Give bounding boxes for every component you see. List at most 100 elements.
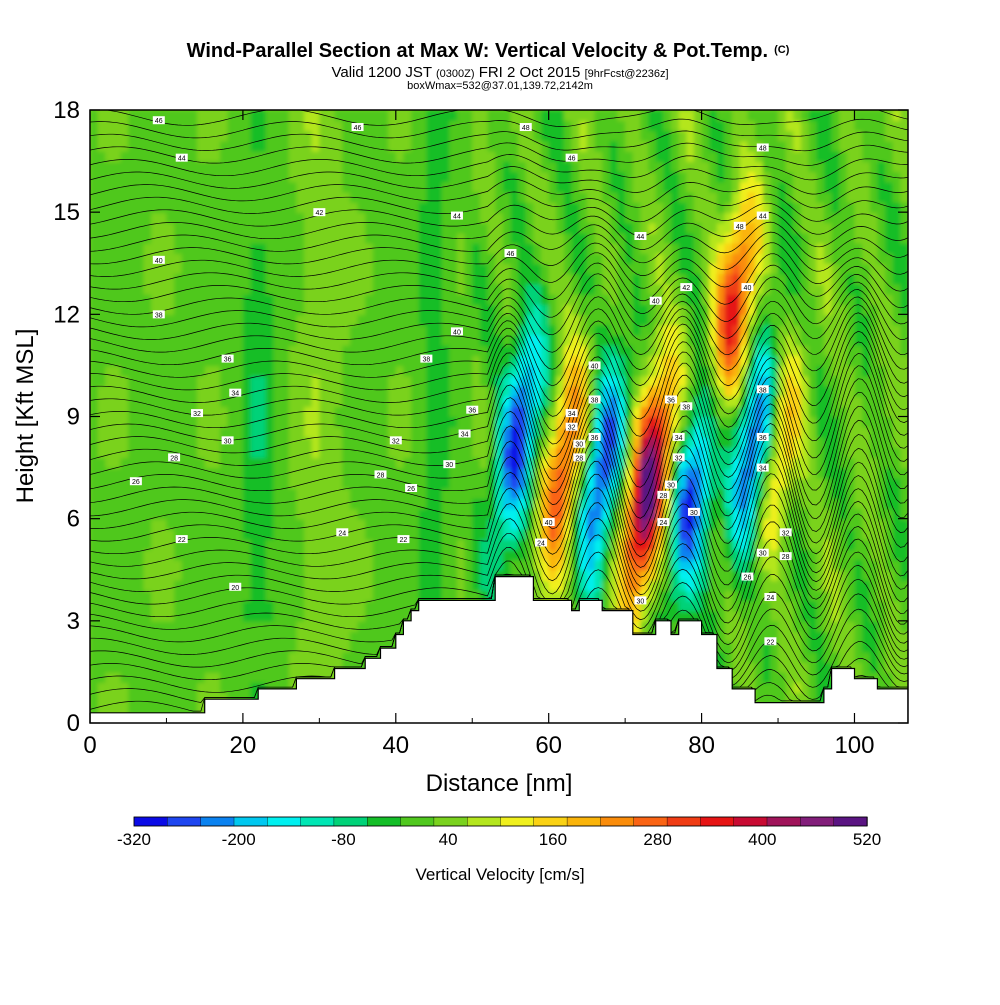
velocity-cell xyxy=(242,273,252,285)
velocity-cell xyxy=(235,283,244,295)
velocity-cell xyxy=(411,181,420,193)
velocity-cell xyxy=(357,549,366,561)
velocity-cell xyxy=(120,498,129,510)
velocity-cell xyxy=(166,304,175,316)
velocity-cell xyxy=(380,559,389,571)
velocity-cell xyxy=(128,293,137,305)
velocity-cell xyxy=(311,324,321,336)
velocity-cell xyxy=(97,467,106,479)
velocity-cell xyxy=(197,518,206,530)
velocity-cell xyxy=(693,467,703,479)
velocity-cell xyxy=(518,539,527,551)
velocity-cell xyxy=(197,651,206,663)
velocity-cell xyxy=(296,140,305,152)
velocity-cell xyxy=(128,580,137,591)
velocity-cell xyxy=(594,171,603,183)
velocity-cell xyxy=(342,324,351,336)
velocity-cell xyxy=(342,580,351,591)
velocity-cell xyxy=(357,345,366,356)
velocity-cell xyxy=(304,416,313,428)
velocity-cell xyxy=(434,396,443,408)
velocity-cell xyxy=(135,600,145,612)
velocity-cell xyxy=(716,396,726,408)
velocity-cell xyxy=(204,120,214,132)
velocity-cell xyxy=(495,355,504,367)
velocity-cell xyxy=(319,447,328,459)
velocity-cell xyxy=(242,324,252,336)
velocity-cell xyxy=(220,620,229,632)
velocity-cell xyxy=(395,150,405,162)
velocity-cell xyxy=(357,293,366,305)
velocity-cell xyxy=(265,304,275,316)
velocity-cell xyxy=(380,140,389,152)
velocity-cell xyxy=(357,406,366,418)
velocity-cell xyxy=(120,232,129,244)
velocity-cell xyxy=(380,610,389,622)
velocity-cell xyxy=(434,447,443,459)
velocity-cell xyxy=(487,447,496,459)
velocity-cell xyxy=(250,641,259,653)
velocity-cell xyxy=(487,488,496,499)
velocity-cell xyxy=(533,498,542,510)
velocity-cell xyxy=(518,508,527,520)
velocity-cell xyxy=(564,110,573,121)
velocity-cell xyxy=(166,488,175,499)
velocity-cell xyxy=(197,283,206,295)
velocity-cell xyxy=(686,334,695,346)
velocity-cell xyxy=(449,273,458,285)
velocity-cell xyxy=(541,467,550,479)
velocity-cell xyxy=(135,293,145,305)
velocity-cell xyxy=(701,447,710,459)
velocity-cell xyxy=(541,436,550,448)
velocity-cell xyxy=(556,375,565,387)
velocity-cell xyxy=(579,110,588,121)
velocity-cell xyxy=(525,375,535,387)
velocity-cell xyxy=(342,610,351,622)
velocity-cell xyxy=(151,242,160,254)
velocity-cell xyxy=(273,580,282,591)
velocity-cell xyxy=(365,110,374,121)
velocity-cell xyxy=(357,130,366,142)
velocity-cell xyxy=(90,631,99,642)
velocity-cell xyxy=(204,110,214,121)
velocity-cell xyxy=(602,375,611,387)
velocity-cell xyxy=(235,253,244,264)
velocity-cell xyxy=(288,242,298,254)
velocity-cell xyxy=(235,171,244,183)
velocity-cell xyxy=(632,477,642,489)
velocity-cell xyxy=(464,181,473,193)
velocity-cell xyxy=(319,580,328,591)
velocity-cell xyxy=(579,457,588,469)
velocity-cell xyxy=(242,518,252,530)
velocity-cell xyxy=(296,273,305,285)
velocity-cell xyxy=(189,222,198,234)
velocity-cell xyxy=(349,345,359,356)
velocity-cell xyxy=(120,314,129,326)
velocity-cell xyxy=(472,222,481,234)
velocity-cell xyxy=(648,334,657,346)
velocity-cell xyxy=(426,539,435,551)
velocity-cell xyxy=(212,692,221,704)
velocity-cell xyxy=(693,457,703,469)
velocity-cell xyxy=(220,416,229,428)
velocity-cell xyxy=(342,273,351,285)
velocity-cell xyxy=(472,304,481,316)
velocity-cell xyxy=(609,488,619,499)
velocity-cell xyxy=(502,569,512,581)
velocity-cell xyxy=(112,416,122,428)
velocity-cell xyxy=(502,314,512,326)
velocity-cell xyxy=(372,120,382,132)
velocity-cell xyxy=(357,375,366,387)
velocity-cell xyxy=(97,396,106,408)
velocity-cell xyxy=(449,498,458,510)
velocity-cell xyxy=(311,375,321,387)
velocity-cell xyxy=(288,559,298,571)
velocity-cell xyxy=(518,549,527,561)
velocity-cell xyxy=(250,590,259,602)
velocity-cell xyxy=(97,130,106,142)
velocity-cell xyxy=(281,559,290,571)
velocity-cell xyxy=(112,702,122,714)
velocity-cell xyxy=(418,242,428,254)
velocity-cell xyxy=(701,283,710,295)
velocity-cell xyxy=(143,222,152,234)
